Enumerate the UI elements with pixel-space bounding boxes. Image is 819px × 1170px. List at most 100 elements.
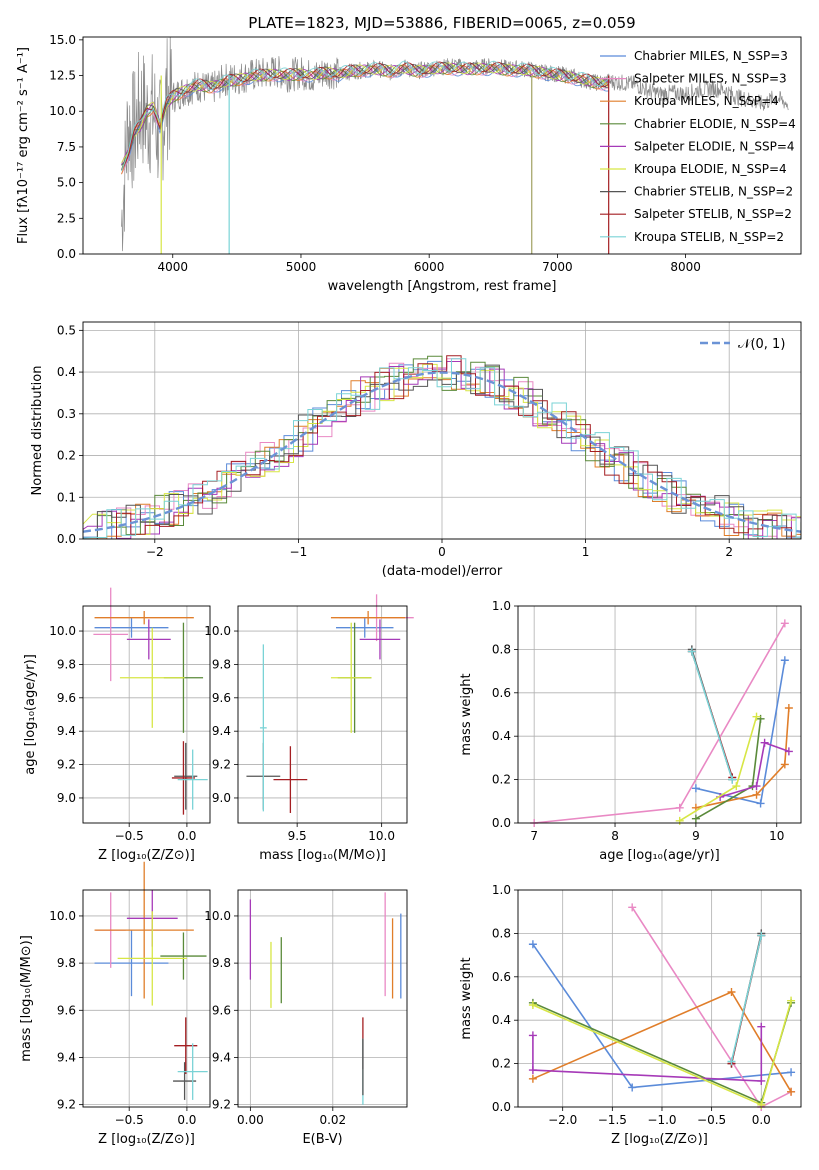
y-tick-label: 0.0 (492, 1100, 511, 1114)
y-axis-label: mass weight (459, 673, 474, 755)
x-tick-label: −1.5 (598, 1113, 627, 1127)
x-axis-label: Z [log₁₀(Z/Z⊙)] (98, 848, 195, 863)
mass-weight-point-marker (756, 714, 765, 723)
y-tick-label: 0.8 (492, 642, 511, 656)
y-tick-label: 0.4 (492, 1013, 511, 1027)
x-tick-label: 4000 (157, 260, 188, 274)
y-tick-label: 0.4 (57, 365, 76, 379)
plot-frame (82, 321, 802, 540)
residuals-panel: −2 −1 0 1 2 0.0 0.1 0.2 0.3 0.4 0.5 (data-model)/er… (30, 321, 802, 579)
x-axis-label: E(B-V) (302, 1132, 342, 1147)
legend-label: Chabrier STELIB, N_SSP=2 (634, 185, 793, 199)
mass-weight-point-marker (757, 1076, 766, 1085)
y-tick-label: 9.2 (57, 1098, 76, 1112)
x-axis-label: wavelength [Angstrom, rest frame] (328, 279, 557, 294)
x-tick-label: −2.0 (548, 1113, 577, 1127)
model-spectrum-line (121, 61, 609, 166)
y-tick-label: 9.8 (212, 657, 231, 671)
y-tick-label: 10.0 (49, 104, 76, 118)
x-tick-label: 0.02 (319, 1113, 346, 1127)
mass-vs-metallicity-panel: −0.5 0.0 9.2 9.4 9.6 9.8 10.0 Z [log₁₀(Z/Z⊙)] ma… (19, 861, 211, 1147)
y-axis-label: mass weight (459, 957, 474, 1039)
mass-vs-ebv-panel: 0.00 0.02 9.2 9.4 9.6 9.8 10.0 E(B-V) (204, 889, 408, 1147)
y-tick-label: 10.0 (204, 909, 231, 923)
plot-frame (517, 605, 802, 824)
y-tick-label: 0.3 (57, 407, 76, 421)
mass-weight-point-marker (675, 816, 684, 825)
y-tick-label: 0.0 (492, 816, 511, 830)
x-tick-label: 7000 (542, 260, 573, 274)
y-axis-label: age [log₁₀(age/yr)] (23, 654, 38, 775)
y-tick-label: 9.6 (212, 1003, 231, 1017)
y-tick-label: 0.0 (57, 247, 76, 261)
mass-weight-point-marker (687, 647, 696, 656)
y-tick-label: 9.4 (212, 1050, 231, 1064)
mass-weight-point-marker (732, 782, 741, 791)
mass-weight-point-marker (691, 784, 700, 793)
y-tick-label: 0.1 (57, 490, 76, 504)
x-tick-label: 2 (725, 545, 733, 559)
plot-area (121, 37, 789, 254)
mass-weight-series-line (695, 660, 786, 805)
y-tick-label: 9.8 (57, 956, 76, 970)
x-tick-label: −1.0 (647, 1113, 676, 1127)
plot-frame (237, 889, 408, 1108)
y-tick-label: 9.4 (212, 724, 231, 738)
residual-histogram (83, 355, 801, 539)
y-tick-label: 0.6 (492, 970, 511, 984)
mass-weight-point-marker (675, 803, 684, 812)
mass-weight-point-marker (628, 1083, 637, 1092)
x-tick-label: 9.5 (288, 829, 307, 843)
y-axis-label: mass [log₁₀(M/M⊙)] (19, 935, 34, 1062)
mass-weight-point-marker (691, 814, 700, 823)
x-tick-label: −0.5 (697, 1113, 726, 1127)
mass-weight-series-line (730, 935, 763, 1062)
residual-histogram (83, 358, 801, 539)
model-spectrum-line (121, 62, 610, 164)
y-tick-label: 5.0 (57, 176, 76, 190)
legend-label: Salpeter MILES, N_SSP=3 (634, 72, 787, 86)
mass-weight-point-marker (528, 1001, 537, 1010)
x-axis-label: Z [log₁₀(Z/Z⊙)] (611, 1132, 708, 1147)
mass-weight-point-marker (757, 1100, 766, 1109)
y-tick-label: 0.2 (492, 773, 511, 787)
mass-weight-point-marker (727, 987, 736, 996)
x-axis-label: Z [log₁₀(Z/Z⊙)] (98, 1132, 195, 1147)
mass-weight-point-marker (756, 799, 765, 808)
y-tick-label: 9.0 (57, 791, 76, 805)
y-tick-label: 9.6 (57, 691, 76, 705)
y-tick-label: 0.2 (57, 449, 76, 463)
mass-weight-point-marker (727, 1057, 736, 1066)
plot-frame (517, 889, 802, 1108)
x-tick-label: −0.5 (115, 1113, 144, 1127)
mass-weight-point-marker (752, 782, 761, 791)
mass-weight-point-marker (787, 1068, 796, 1077)
mass-weight-vs-metallicity-panel: −2.0 −1.5 −1.0 −0.5 0.0 0.0 0.2 0.4 0.6 0.8 1.0 Z [… (459, 883, 802, 1147)
legend-label: Salpeter ELODIE, N_SSP=4 (634, 139, 795, 153)
y-tick-label: 0.4 (492, 729, 511, 743)
y-tick-label: 9.2 (212, 758, 231, 772)
y-tick-label: 9.2 (57, 758, 76, 772)
legend-label: Kroupa STELIB, N_SSP=2 (634, 230, 784, 244)
mass-weight-point-marker (757, 1022, 766, 1031)
age-vs-metallicity-panel: −0.5 0.0 9.0 9.2 9.4 9.6 9.8 10.0 Z [log₁₀(Z/Z⊙)… (23, 587, 211, 863)
y-axis-label: Normed distribution (30, 366, 45, 496)
plot-frame (82, 605, 211, 824)
y-tick-label: 0.5 (57, 323, 76, 337)
mass-weight-point-marker (780, 760, 789, 769)
plot-frame (82, 889, 211, 1108)
y-tick-label: 9.8 (212, 956, 231, 970)
x-tick-label: 1 (582, 545, 590, 559)
x-tick-label: 10.0 (368, 829, 395, 843)
x-axis-label: (data-model)/error (382, 564, 503, 579)
mass-weight-series-line (719, 741, 790, 798)
y-tick-label: 9.8 (57, 657, 76, 671)
legend-label: Chabrier MILES, N_SSP=3 (634, 49, 788, 63)
mass-weight-point-marker (528, 1031, 537, 1040)
y-tick-label: 15.0 (49, 33, 76, 47)
mass-weight-point-marker (752, 712, 761, 721)
mass-weight-vs-age-panel: 7 8 9 10 0.0 0.2 0.4 0.6 0.8 1.0 age [log₁₀(age/yr… (459, 599, 802, 863)
x-tick-label: −1 (290, 545, 308, 559)
x-axis-label: mass [log₁₀(M/M⊙)] (259, 848, 386, 863)
spectrum-panel: 4000 5000 6000 7000 8000 0.0 2.5 5.0 7.5 10.0 12.5… (16, 33, 802, 294)
